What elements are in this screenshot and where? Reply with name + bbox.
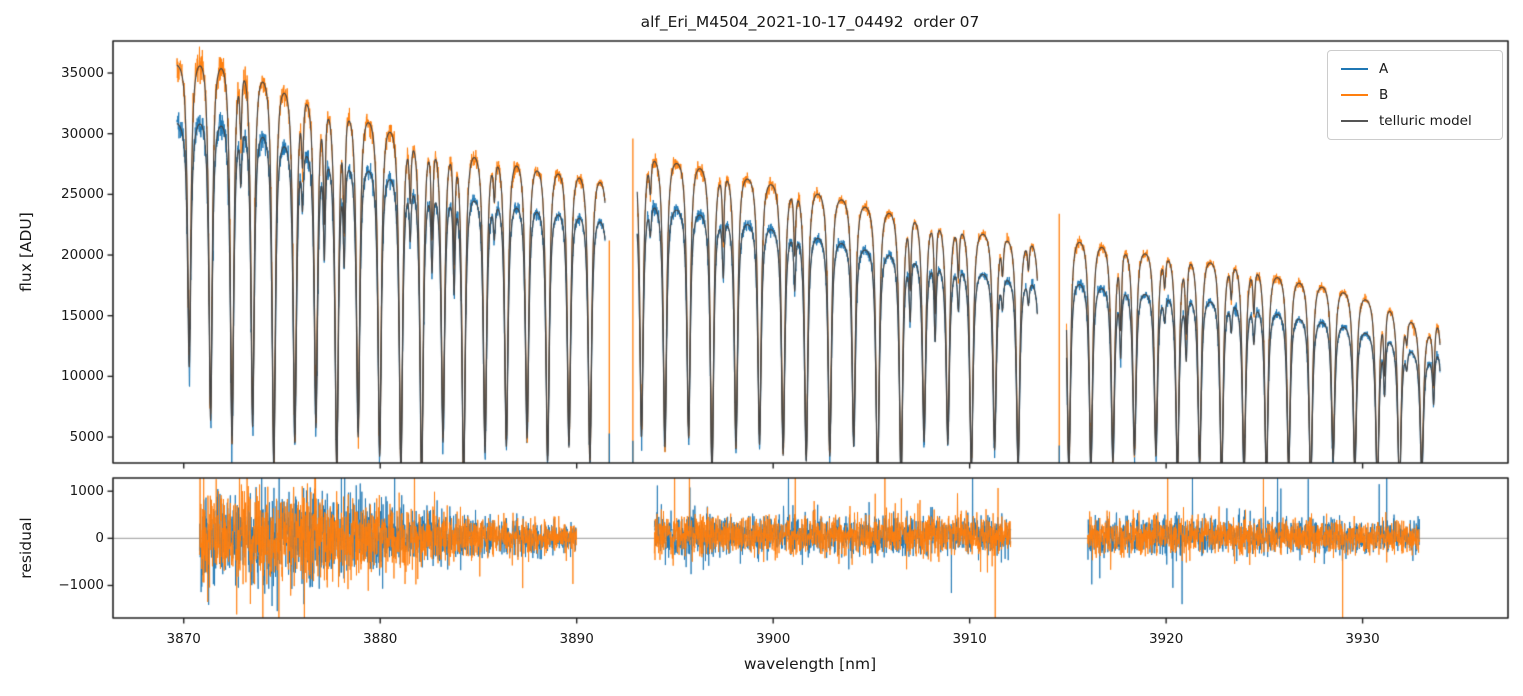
y-axis-label-flux: flux [ADU]: [17, 212, 35, 292]
y-tick-label-flux: 25000: [61, 186, 104, 203]
legend-line-swatch: [1341, 120, 1368, 122]
x-axis-label: wavelength [nm]: [743, 655, 877, 673]
x-tick-label: 3870: [166, 631, 201, 647]
legend-line-swatch: [1341, 68, 1368, 70]
legend-label: telluric model: [1379, 113, 1472, 129]
x-tick-label: 3880: [363, 631, 398, 647]
x-tick-label: 3930: [1345, 631, 1380, 647]
y-tick-label-flux: 10000: [61, 368, 104, 385]
y-tick-label-flux: 20000: [61, 247, 104, 264]
plot-title: alf_Eri_M4504_2021-10-17_04492 order 07: [640, 13, 980, 31]
y-tick-label-residual: 1000: [69, 483, 104, 500]
y-tick-label-flux: 5000: [69, 429, 104, 446]
legend-item-b: B: [1328, 82, 1502, 108]
y-tick-label-flux: 15000: [61, 307, 104, 324]
y-tick-label-residual: −1000: [58, 577, 104, 594]
y-tick-label-residual: 0: [95, 530, 104, 547]
x-tick-label: 3910: [952, 631, 987, 647]
y-tick-label-flux: 30000: [61, 125, 104, 142]
legend-label: B: [1379, 87, 1389, 103]
x-tick-label: 3920: [1148, 631, 1184, 647]
y-tick-label-flux: 35000: [61, 65, 104, 82]
y-axis-label-residual: residual: [17, 517, 35, 579]
legend-line-swatch: [1341, 94, 1368, 96]
legend-item-telluric-model: telluric model: [1328, 108, 1502, 134]
x-tick-label: 3900: [755, 631, 791, 647]
legend-item-a: A: [1328, 56, 1502, 82]
legend-label: A: [1379, 61, 1389, 77]
x-tick-label: 3890: [559, 631, 594, 647]
